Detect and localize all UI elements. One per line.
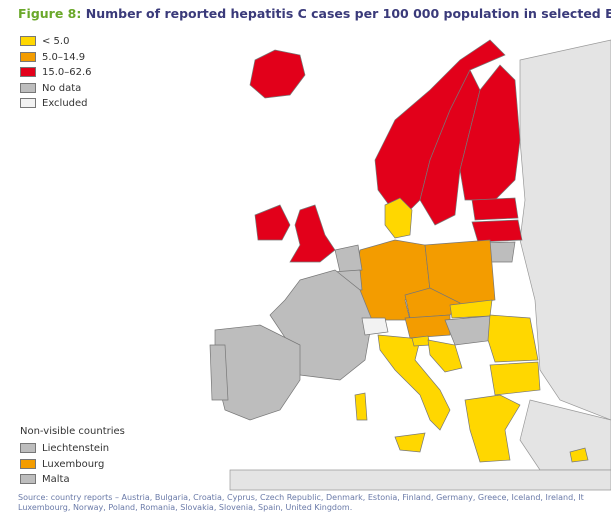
swatch	[20, 98, 36, 108]
sardinia	[354, 392, 368, 421]
austria	[404, 314, 451, 339]
source-line: Source: country reports – Austria, Bulga…	[18, 493, 584, 502]
swatch	[20, 67, 36, 77]
source: Source: country reports – Austria, Bulga…	[18, 493, 611, 513]
netherlands	[334, 244, 363, 273]
spain	[214, 324, 301, 421]
bulgaria	[489, 361, 541, 396]
legend-item: 15.0–62.6	[20, 67, 92, 78]
non-eu-land	[229, 469, 611, 491]
title: Figure 8: Number of reported hepatitis C…	[18, 6, 611, 21]
legend-item: Excluded	[20, 98, 88, 109]
swatch	[20, 458, 36, 469]
legend-label: < 5.0	[42, 36, 70, 47]
legend-item: Malta	[20, 474, 70, 485]
romania	[487, 314, 539, 363]
swatch	[20, 82, 36, 93]
switzerland	[361, 317, 389, 336]
swatch	[20, 443, 36, 453]
ireland	[254, 204, 291, 241]
swatch	[20, 36, 36, 46]
legend-label: Excluded	[42, 98, 88, 109]
land	[229, 39, 611, 491]
legend-label: Malta	[42, 474, 70, 485]
legend-item: 5.0–14.9	[20, 51, 86, 63]
greece	[464, 394, 521, 463]
legend-item: No data	[20, 82, 82, 94]
estonia	[471, 197, 519, 221]
legend-label: Liechtenstein	[42, 443, 110, 454]
legend-item: < 5.0	[20, 36, 69, 47]
iceland	[249, 49, 306, 99]
swatch	[20, 51, 36, 62]
source-line: Luxembourg, Norway, Poland, Romania, Slo…	[18, 503, 353, 512]
legend-label: Luxembourg	[42, 458, 105, 470]
non-eu-land	[519, 39, 611, 421]
legend-label: 15.0–62.6	[42, 67, 92, 78]
countries	[209, 39, 589, 463]
non-visible-title: Non-visible countries	[20, 426, 125, 437]
croatia	[427, 339, 463, 373]
swatch	[20, 474, 36, 484]
figure-label: Figure 8:	[18, 6, 82, 21]
title-text: Number of reported hepatitis C cases per…	[85, 6, 611, 21]
legend-label: No data	[42, 82, 82, 94]
slovenia	[411, 335, 431, 347]
cyprus	[569, 447, 589, 463]
latvia	[471, 219, 523, 243]
legend-label: 5.0–14.9	[42, 51, 86, 63]
legend-item: Liechtenstein	[20, 443, 109, 454]
hungary	[444, 315, 496, 346]
uk	[289, 204, 336, 263]
denmark	[384, 197, 413, 239]
portugal	[209, 344, 229, 401]
sicily	[394, 432, 426, 453]
legend-item: Luxembourg	[20, 458, 105, 470]
